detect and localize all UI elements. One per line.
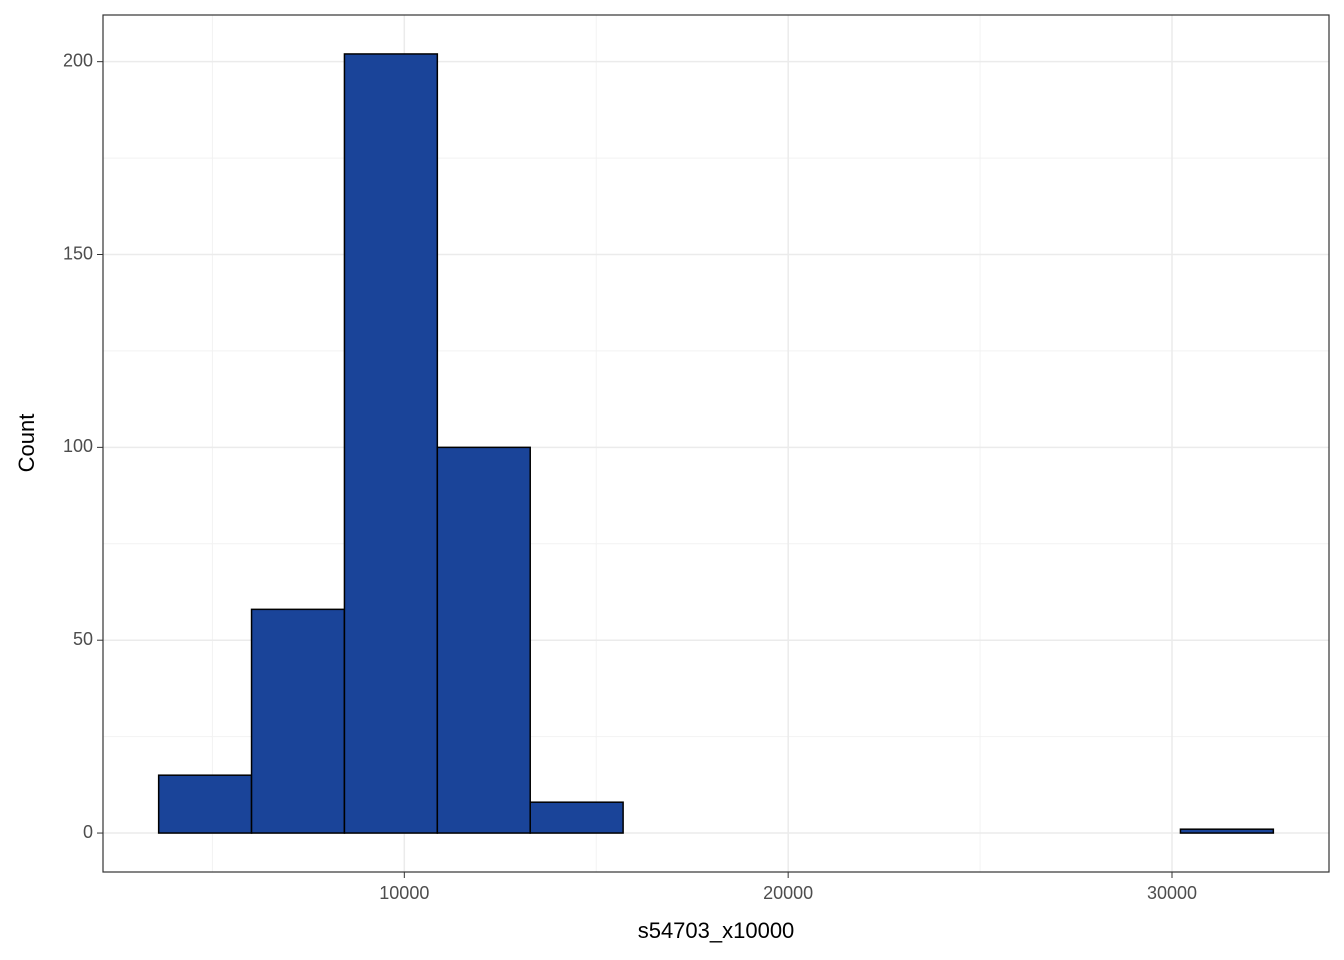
y-tick-label: 50 [73,629,93,649]
y-tick-label: 200 [63,50,93,70]
bar [529,801,624,834]
y-axis-title: Count [14,414,39,473]
bar [157,774,253,834]
bar [250,608,346,834]
panel-border [102,14,1330,873]
x-tick-label: 10000 [379,883,429,903]
bar [436,446,531,834]
x-axis-title: s54703_x10000 [638,918,795,943]
x-tick-label: 20000 [763,883,813,903]
y-tick-label: 150 [63,243,93,263]
y-tick-label: 0 [83,822,93,842]
y-tick-label: 100 [63,436,93,456]
bar [343,53,439,834]
bar [1179,828,1275,834]
x-tick-label: 30000 [1147,883,1197,903]
